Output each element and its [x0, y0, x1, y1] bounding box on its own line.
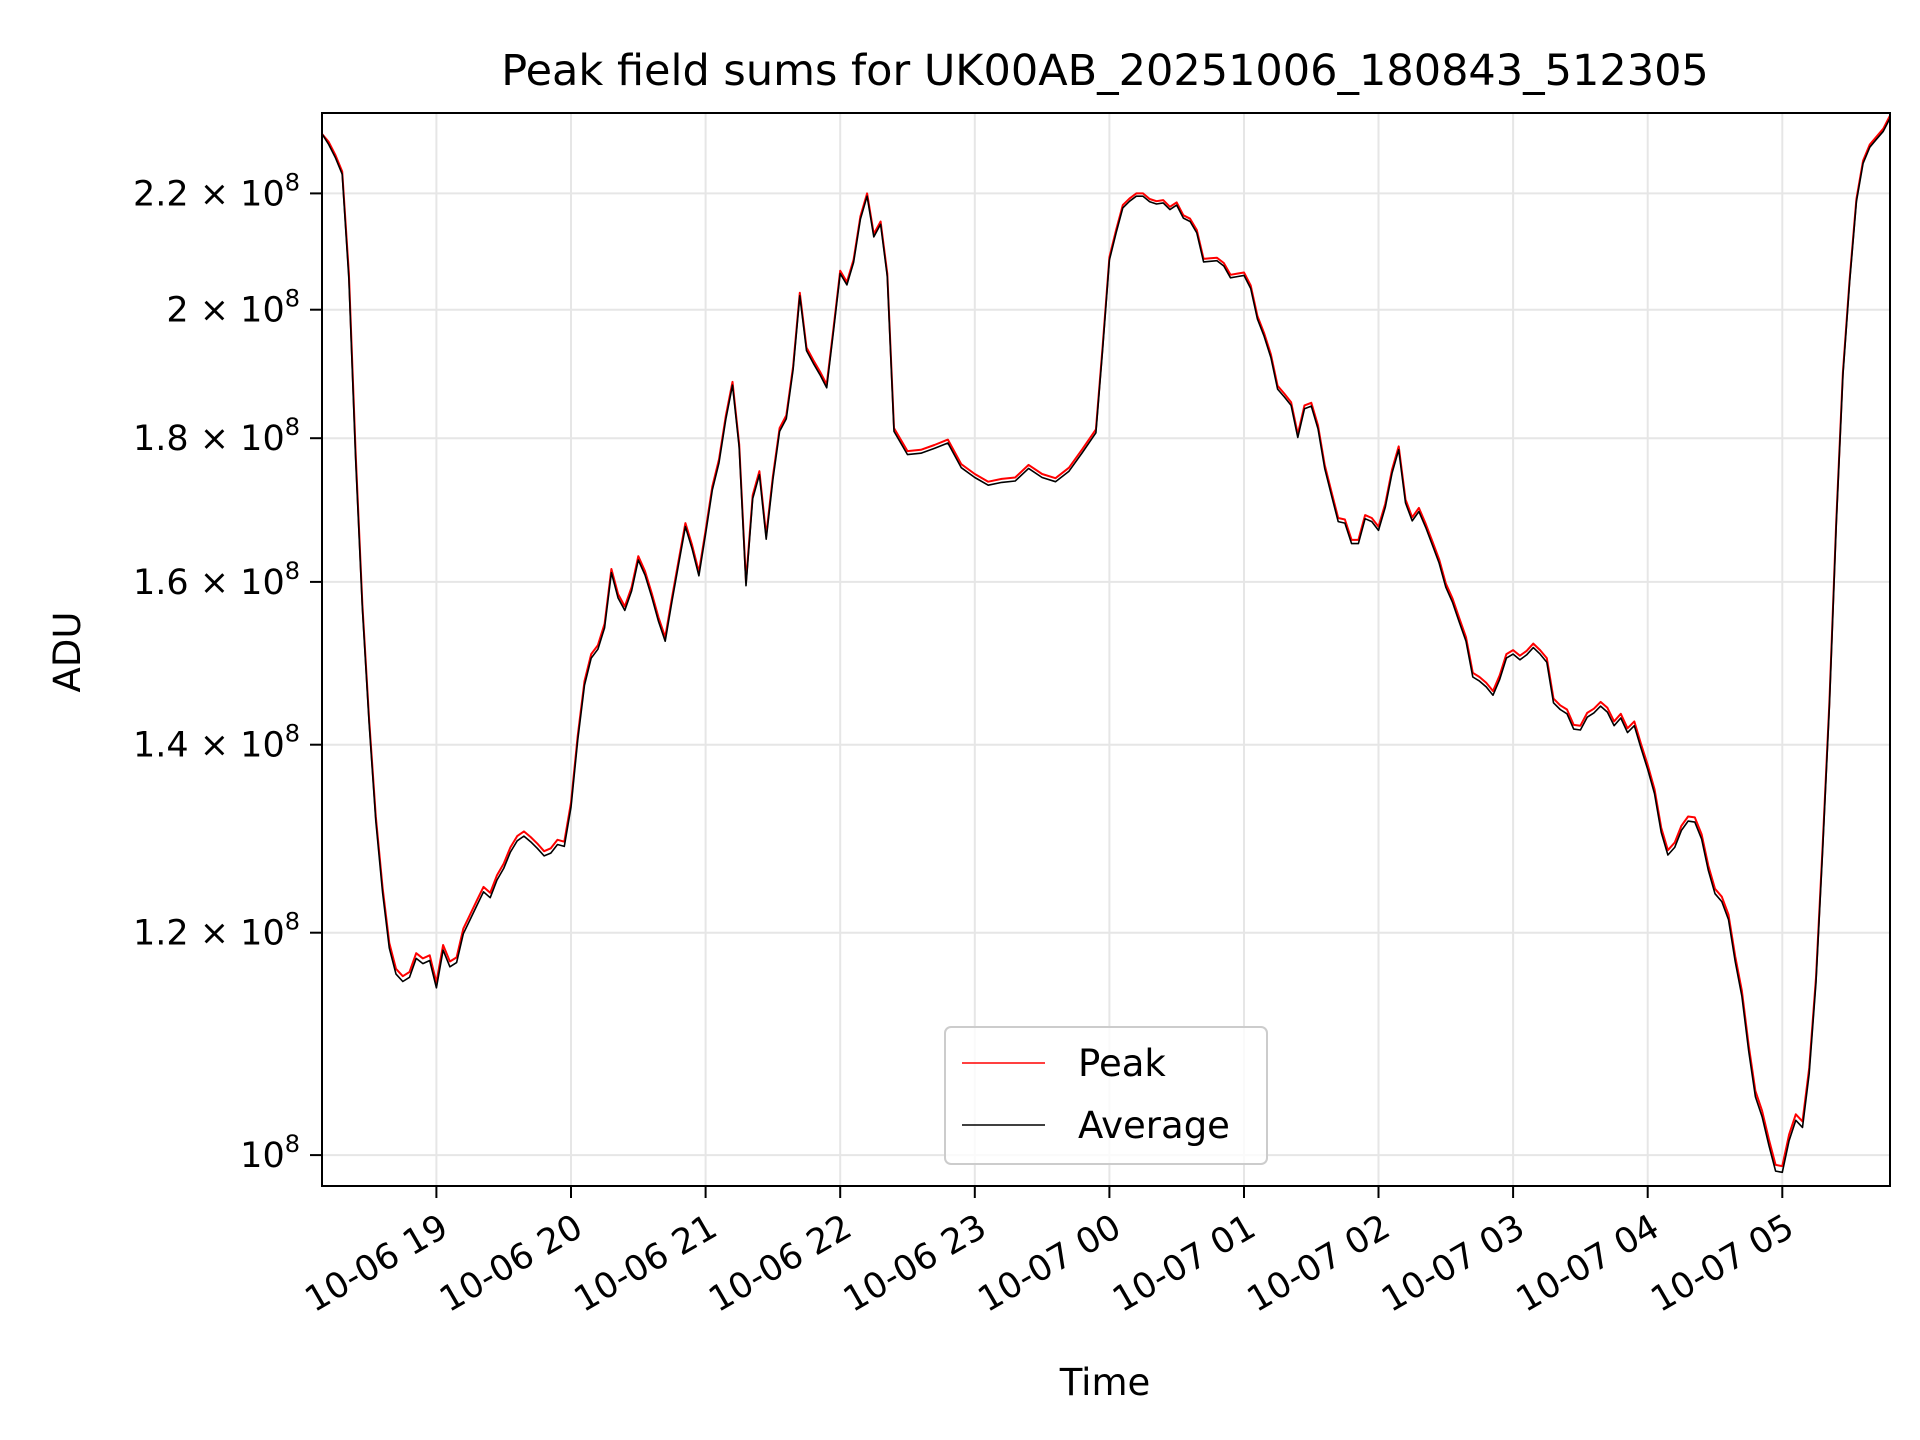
- y-tick-mantissa: 1.4 × 10: [133, 726, 285, 766]
- y-axis-label: ADU: [46, 612, 89, 693]
- y-tick-label: 1.4 × 108: [133, 720, 300, 766]
- y-tick-mantissa: 1.8 × 10: [133, 419, 285, 459]
- y-tick-mantissa: 2.2 × 10: [133, 174, 285, 214]
- legend-label-average: Average: [1078, 1104, 1230, 1147]
- y-tick-label: 2 × 108: [166, 285, 300, 331]
- y-tick-label: 108: [240, 1130, 300, 1176]
- y-tick-mantissa: 1.6 × 10: [133, 563, 285, 603]
- x-axis-label: Time: [1059, 1361, 1151, 1404]
- legend: Peak Average: [944, 1026, 1268, 1165]
- y-tick-exponent: 8: [285, 285, 300, 313]
- chart-title: Peak field sums for UK00AB_20251006_1808…: [501, 46, 1709, 96]
- y-tick-exponent: 8: [285, 908, 300, 936]
- y-tick-exponent: 8: [285, 168, 300, 196]
- y-tick-label: 2.2 × 108: [133, 168, 300, 214]
- y-tick-label: 1.6 × 108: [133, 557, 300, 603]
- y-tick-exponent: 8: [285, 413, 300, 441]
- y-tick-exponent: 8: [285, 1130, 300, 1158]
- y-tick-exponent: 8: [285, 720, 300, 748]
- plot-frame: [321, 112, 1891, 1187]
- series-layer: [322, 115, 1890, 1174]
- grid-lines: [322, 113, 1890, 1186]
- legend-box: [944, 1026, 1268, 1165]
- series-line-average: [322, 117, 1890, 1174]
- y-tick-mantissa: 10: [240, 1136, 285, 1176]
- legend-label-peak: Peak: [1078, 1042, 1166, 1085]
- y-tick-exponent: 8: [285, 557, 300, 585]
- y-tick-mantissa: 2 × 10: [166, 291, 284, 331]
- y-tick-mantissa: 1.2 × 10: [133, 914, 285, 954]
- y-tick-label: 1.8 × 108: [133, 413, 300, 459]
- y-tick-label: 1.2 × 108: [133, 908, 300, 954]
